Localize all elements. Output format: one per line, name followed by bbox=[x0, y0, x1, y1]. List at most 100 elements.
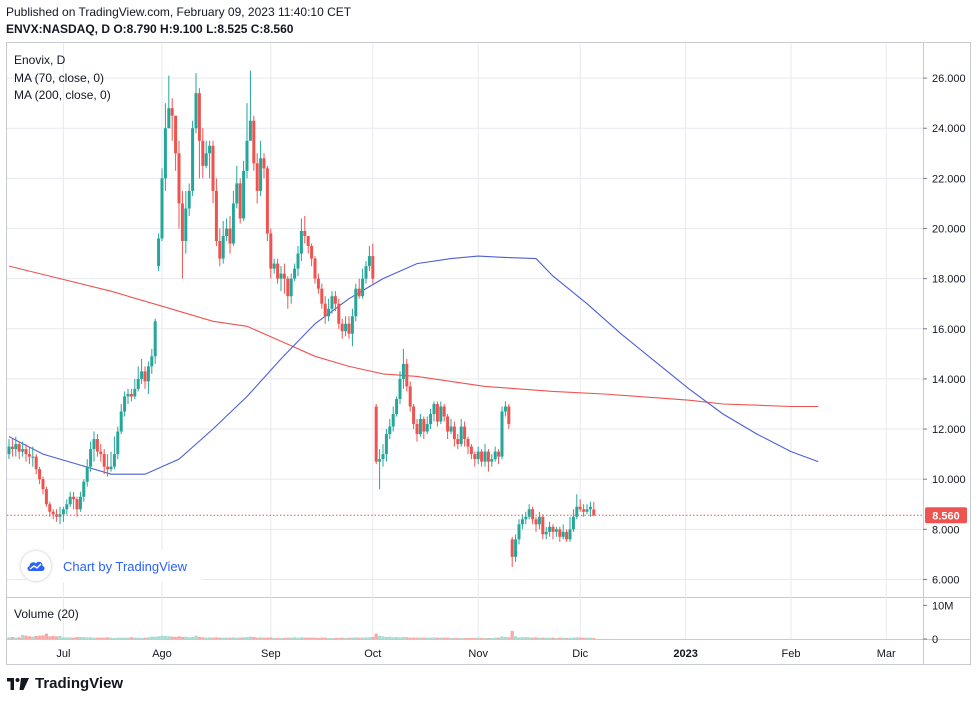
volume-bar bbox=[82, 636, 86, 639]
volume-bar bbox=[21, 634, 25, 639]
volume-bar bbox=[262, 637, 266, 639]
candle-body bbox=[282, 273, 286, 279]
time-tick-label: Feb bbox=[782, 648, 801, 660]
volume-bar bbox=[65, 637, 69, 639]
candle-body bbox=[262, 158, 266, 169]
candle-body bbox=[422, 419, 426, 432]
badge-label[interactable]: Chart by TradingView bbox=[63, 558, 188, 574]
volume-bar bbox=[554, 637, 558, 639]
candle-body bbox=[316, 278, 320, 289]
legend-ma70[interactable]: MA (70, close, 0) bbox=[14, 71, 105, 85]
volume-bar bbox=[442, 637, 446, 639]
candle-body bbox=[269, 233, 273, 269]
volume-bar bbox=[75, 636, 79, 639]
candle-body bbox=[442, 406, 446, 417]
candle-body bbox=[320, 288, 324, 304]
candle-body bbox=[510, 539, 514, 557]
volume-bar bbox=[327, 637, 331, 639]
legend-symbol-title: Enovix, D bbox=[14, 53, 66, 67]
price-tick-label: 14.000 bbox=[932, 374, 966, 386]
chart-by-tradingview-badge[interactable]: Chart by TradingView bbox=[19, 550, 209, 582]
candle-body bbox=[554, 529, 558, 532]
candle-body bbox=[228, 228, 232, 244]
time-tick-label: Mar bbox=[877, 648, 896, 660]
candle-body bbox=[259, 158, 263, 191]
volume-bar bbox=[473, 637, 477, 639]
volume-bar bbox=[374, 633, 378, 639]
candle-body bbox=[418, 419, 422, 435]
volume-bar bbox=[228, 637, 232, 639]
volume-bar bbox=[384, 636, 388, 639]
volume-bar bbox=[432, 637, 436, 639]
volume-bar bbox=[381, 636, 385, 639]
candle-body bbox=[92, 439, 96, 450]
volume-bar bbox=[31, 636, 35, 639]
volume-bar bbox=[561, 637, 565, 639]
candle-body bbox=[493, 451, 497, 460]
volume-bar bbox=[565, 637, 569, 639]
candle-body bbox=[371, 256, 375, 279]
price-tick-label: 10.000 bbox=[932, 474, 966, 486]
candle-body bbox=[415, 424, 419, 435]
volume-bar bbox=[486, 637, 490, 639]
candle-body bbox=[344, 323, 348, 332]
volume-bar bbox=[238, 637, 242, 639]
candle-body bbox=[558, 529, 562, 537]
volume-bar bbox=[463, 637, 467, 639]
candle-body bbox=[303, 231, 307, 237]
candle-body bbox=[565, 531, 569, 540]
candle-body bbox=[41, 479, 45, 490]
candle-body bbox=[109, 466, 113, 470]
candle-body bbox=[531, 509, 535, 520]
volume-bar bbox=[456, 637, 460, 639]
candle-body bbox=[85, 466, 89, 482]
volume-bar bbox=[225, 637, 229, 639]
volume-bar bbox=[116, 637, 120, 639]
volume-bar bbox=[429, 637, 433, 639]
candle-body bbox=[323, 303, 327, 317]
footer-brand[interactable]: TradingView bbox=[7, 675, 123, 692]
volume-bar bbox=[551, 637, 555, 639]
volume-bar bbox=[347, 637, 351, 639]
candle-body bbox=[503, 406, 507, 412]
candle-body bbox=[194, 93, 198, 129]
volume-bar bbox=[27, 636, 31, 639]
candle-body bbox=[306, 236, 310, 247]
volume-bar bbox=[483, 637, 487, 639]
volume-bar bbox=[153, 636, 157, 639]
volume-bar bbox=[398, 637, 402, 639]
volume-bar bbox=[221, 637, 225, 639]
legend-ma200[interactable]: MA (200, close, 0) bbox=[14, 88, 111, 102]
volume-bar bbox=[14, 637, 18, 639]
candle-body bbox=[112, 454, 116, 467]
volume-bar bbox=[112, 637, 116, 639]
candle-body bbox=[381, 454, 385, 460]
volume-bar bbox=[503, 636, 507, 639]
volume-bar bbox=[126, 637, 130, 639]
volume-bar bbox=[95, 637, 99, 639]
volume-bar bbox=[92, 637, 96, 639]
candle-body bbox=[367, 256, 371, 267]
volume-bar bbox=[252, 636, 256, 639]
candle-body bbox=[160, 178, 164, 239]
volume-bar bbox=[72, 637, 76, 639]
volume-bar bbox=[299, 637, 303, 639]
price-tick-label: 18.000 bbox=[932, 274, 966, 286]
published-line: Published on TradingView.com, February 0… bbox=[6, 5, 352, 19]
volume-bar bbox=[412, 637, 416, 639]
volume-bar bbox=[497, 637, 501, 639]
volume-bar bbox=[354, 637, 358, 639]
candle-body bbox=[561, 531, 565, 537]
candle-body bbox=[473, 454, 477, 460]
volume-bar bbox=[276, 637, 280, 639]
volume-bar bbox=[493, 637, 497, 639]
candle-body bbox=[143, 371, 147, 382]
volume-bar bbox=[510, 630, 514, 639]
volume-bar bbox=[163, 635, 167, 639]
volume-bar bbox=[85, 637, 89, 639]
legend-volume[interactable]: Volume (20) bbox=[14, 607, 79, 621]
candle-body bbox=[582, 509, 586, 512]
volume-bar bbox=[201, 637, 205, 639]
candle-body bbox=[347, 323, 351, 334]
